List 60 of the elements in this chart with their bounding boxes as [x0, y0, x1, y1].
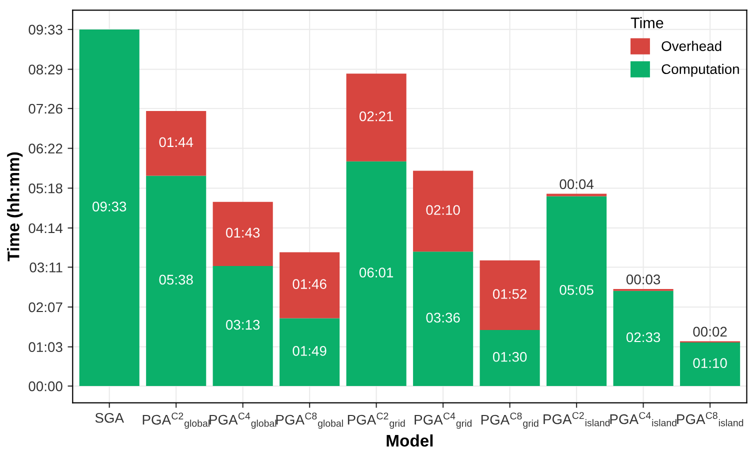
bar [680, 342, 740, 386]
bar [480, 330, 540, 386]
bar [546, 196, 607, 386]
y-tick-label: 02:07 [28, 302, 62, 312]
data-label: 05:05 [560, 285, 594, 295]
bar [146, 176, 206, 386]
bar [212, 202, 273, 266]
bar [79, 29, 140, 386]
bar [413, 252, 474, 386]
x-tick-label: PGA$^{C8}$$_{grid}$ [481, 412, 538, 429]
data-label: 01:30 [492, 352, 527, 362]
y-tick-label: 09:33 [28, 24, 62, 35]
x-tick-label: PGA$^{C4}$$_{grid}$ [414, 412, 472, 429]
data-label: 00:02 [693, 326, 727, 337]
y-tick-label: 01:03 [28, 342, 62, 352]
data-label: 06:01 [360, 268, 394, 278]
legend-label: Overhead [662, 40, 722, 52]
y-axis-title: Time (hh:mm) [7, 152, 23, 262]
x-tick-label: PGA$^{C2}$$_{global}$ [142, 412, 210, 429]
bar [413, 170, 474, 252]
bar [613, 290, 674, 386]
x-tick-label: SGA [95, 412, 124, 423]
data-label: 00:04 [560, 179, 594, 190]
data-label: 09:33 [92, 202, 126, 212]
y-tick-label: 05:18 [28, 183, 62, 194]
bar [146, 110, 206, 176]
data-label: 03:13 [226, 320, 260, 330]
y-tick-label: 03:11 [30, 262, 62, 272]
data-label: 01:46 [292, 279, 326, 289]
legend-label: Computation [662, 64, 739, 77]
data-label: 02:10 [426, 205, 460, 215]
x-tick-label: PGA$^{C4}$$_{island}$ [610, 412, 676, 426]
data-label: 01:43 [226, 228, 260, 238]
bar [480, 260, 540, 330]
data-label: 00:03 [626, 274, 660, 284]
y-tick-label: 06:22 [28, 144, 62, 154]
x-axis-title: Model [386, 434, 433, 447]
x-tick-label: PGA$^{C4}$$_{global}$ [210, 412, 276, 429]
y-tick-label: 00:00 [28, 381, 62, 392]
y-tick-label: 04:14 [28, 223, 63, 234]
data-label: 02:33 [626, 332, 660, 342]
x-tick-label: PGA$^{C8}$$_{global}$ [276, 412, 343, 429]
y-tick-label: 08:29 [28, 64, 62, 74]
x-tick-label: PGA$^{C8}$$_{island}$ [677, 412, 744, 426]
data-label: 05:38 [159, 274, 193, 285]
data-label: 01:52 [492, 289, 526, 299]
bar [346, 74, 406, 162]
x-tick-label: PGA$^{C2}$$_{grid}$ [348, 412, 405, 429]
bar [346, 161, 406, 386]
data-label: 03:36 [426, 312, 460, 323]
bar [280, 252, 340, 318]
data-label: 01:49 [292, 346, 326, 356]
legend-title: Time [630, 17, 664, 28]
data-label: 01:44 [159, 137, 194, 148]
x-tick-label: PGA$^{C2}$$_{island}$ [544, 412, 610, 426]
data-label: 01:10 [693, 358, 727, 368]
y-tick-label: 07:26 [28, 104, 62, 114]
bar [280, 318, 340, 386]
data-label: 02:21 [360, 111, 394, 122]
bar [212, 266, 273, 386]
